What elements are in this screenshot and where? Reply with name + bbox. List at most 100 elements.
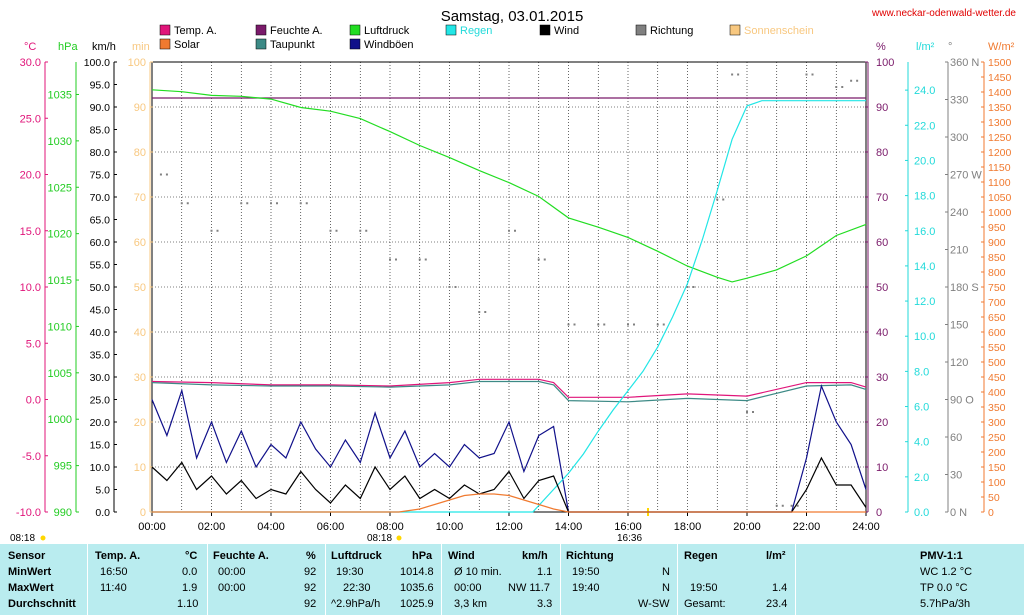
row-max-label: MaxWert	[8, 582, 54, 594]
richtung-point	[597, 323, 600, 326]
deg-tick-label: 120	[950, 357, 968, 369]
cell: 1.1	[537, 566, 553, 578]
solar-tick-label: 900	[988, 237, 1006, 249]
x-tick-label: 04:00	[257, 521, 285, 533]
solar-tick-label: 400	[988, 387, 1006, 399]
site-link[interactable]: www.neckar-odenwald-wetter.de	[871, 8, 1016, 19]
hdr-feuchte-unit: %	[306, 550, 316, 562]
richtung-point	[276, 202, 278, 205]
richtung-point	[359, 229, 362, 232]
legend-swatch	[159, 24, 171, 36]
hpa-tick-label: 1025	[48, 182, 72, 194]
rain-tick-label: 12.0	[914, 296, 935, 308]
min-tick-label: 10	[134, 462, 146, 474]
richtung-point	[781, 504, 784, 507]
richtung-point	[811, 73, 814, 76]
solar-tick-label: 1500	[988, 57, 1012, 69]
min-axis-unit: min	[132, 41, 150, 53]
cell: 00:00	[218, 566, 246, 578]
solar-tick-label: 950	[988, 222, 1006, 234]
richtung-point	[627, 323, 629, 326]
chart-legend: Temp. A. Solar Feuchte A. Taupunkt Luftdruck…	[159, 24, 814, 51]
min-tick-label: 50	[134, 282, 146, 294]
temp-tick-label: 5.0	[26, 338, 41, 350]
richtung-point	[731, 73, 734, 76]
temp-tick-label: 30.0	[20, 57, 41, 69]
cell: 92	[304, 582, 317, 594]
kmh-tick-label: 10.0	[90, 462, 111, 474]
x-tick-label: 06:00	[317, 521, 345, 533]
cell: 92	[304, 598, 317, 610]
cell: NW 11.7	[508, 582, 550, 594]
temp-axis-unit: °C	[24, 41, 36, 53]
cell: Gesamt:	[684, 598, 726, 610]
series-solar	[152, 493, 866, 513]
deg-tick-label: 90 O	[950, 395, 974, 407]
cell: 16:50	[100, 566, 128, 578]
solar-tick-label: 350	[988, 402, 1006, 414]
richtung-point	[662, 323, 665, 326]
cell: WC 1.2 °C	[920, 566, 973, 578]
hdr-regen-unit: l/m²	[766, 550, 786, 562]
x-tick-label: 02:00	[198, 521, 226, 533]
x-tick-label: 10:00	[436, 521, 464, 533]
weather-chart: 00:00 02:00 04:00 06:00 08:00 10:00 12:00 14:00…	[10, 8, 1016, 544]
richtung-point	[543, 258, 546, 261]
richtung-point	[478, 311, 481, 313]
min-tick-label: 80	[134, 147, 146, 159]
richtung-point	[299, 202, 302, 205]
chart-grid	[151, 61, 867, 513]
cell: 19:50	[690, 582, 718, 594]
legend-swatch	[729, 24, 741, 36]
min-tick-label: 60	[134, 237, 146, 249]
richtung-point	[484, 311, 487, 313]
hpa-tick-label: 1035	[48, 89, 72, 101]
x-tick-label: 14:00	[555, 521, 583, 533]
series-taupunkt	[151, 380, 867, 403]
richtung-point	[216, 229, 219, 232]
min-tick-label: 100	[128, 57, 146, 69]
cell: 92	[304, 566, 317, 578]
cell: ^2.9hPa/h	[331, 598, 381, 610]
hdr-wind-unit: km/h	[522, 550, 548, 562]
richtung-point	[603, 323, 606, 326]
richtung-point	[746, 411, 748, 413]
solar-tick-label: 800	[988, 267, 1006, 279]
rain-tick-label: 22.0	[914, 120, 935, 132]
kmh-tick-label: 75.0	[90, 170, 111, 182]
cell: 1.4	[772, 582, 788, 594]
row-avg-label: Durchschnitt	[8, 598, 76, 610]
temp-tick-label: 25.0	[20, 113, 41, 125]
x-tick-label: 20:00	[733, 521, 761, 533]
cell: Ø 10 min.	[454, 566, 502, 578]
legend-label: Taupunkt	[270, 39, 315, 51]
rain-tick-label: 20.0	[914, 155, 935, 167]
richtung-point	[424, 258, 427, 261]
x-tick-label: 22:00	[793, 521, 821, 533]
rain-tick-label: 16.0	[914, 226, 935, 238]
richtung-point	[305, 202, 308, 205]
richtung-point	[573, 323, 576, 326]
legend-swatch	[255, 24, 267, 36]
row-min-label: MinWert	[8, 566, 52, 578]
min-tick-label: 0	[140, 507, 146, 519]
temp-tick-label: 10.0	[20, 282, 41, 294]
temp-tick-label: 20.0	[20, 170, 41, 182]
deg-axis-unit: °	[948, 41, 952, 53]
hdr-sensor: Sensor	[8, 550, 46, 562]
min-tick-label: 40	[134, 327, 146, 339]
hdr-luftdruck-unit: hPa	[412, 550, 433, 562]
solar-tick-label: 600	[988, 327, 1006, 339]
cell: 1025.9	[400, 598, 434, 610]
cell: 23.4	[766, 598, 788, 610]
cell: 1014.8	[400, 566, 434, 578]
solar-tick-label: 550	[988, 342, 1006, 354]
rain-tick-label: 6.0	[914, 402, 929, 414]
legend-label: Luftdruck	[364, 25, 410, 37]
legend-swatch	[635, 24, 647, 36]
solar-tick-label: 1050	[988, 192, 1012, 204]
pct-tick-label: 10	[876, 462, 888, 474]
legend-swatch	[539, 24, 551, 36]
deg-tick-label: 300	[950, 132, 968, 144]
cell: N	[662, 582, 670, 594]
